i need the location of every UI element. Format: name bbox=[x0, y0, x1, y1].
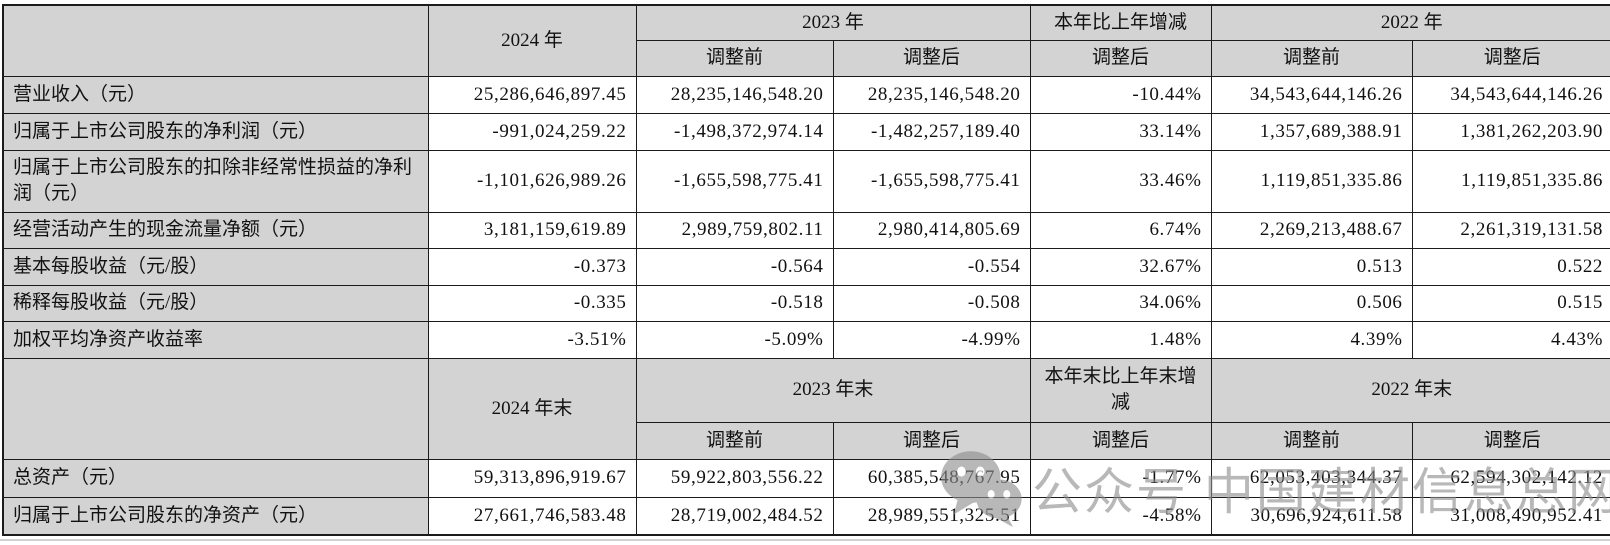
header-yoy-change: 本年比上年增减 bbox=[1029, 4, 1212, 41]
cell-change: 34.06% bbox=[1029, 284, 1212, 322]
header-2023-end: 2023 年末 bbox=[635, 357, 1031, 423]
cell-2023-pre: 2,989,759,802.11 bbox=[635, 211, 834, 249]
cell-2024: 59,313,896,919.67 bbox=[427, 458, 637, 498]
subheader-2022-pre: 调整前 bbox=[1210, 421, 1413, 460]
row-label: 归属于上市公司股东的净资产（元） bbox=[2, 496, 429, 536]
cell-2022-pre: 1,357,689,388.91 bbox=[1210, 112, 1413, 151]
subheader-2022-pre: 调整前 bbox=[1210, 39, 1413, 77]
bottom-divider bbox=[0, 539, 1610, 541]
cell-2023-post: -4.99% bbox=[832, 320, 1031, 359]
header-2024: 2024 年 bbox=[427, 4, 637, 77]
table-row-weighted-roe: 加权平均净资产收益率 -3.51% -5.09% -4.99% 1.48% 4.… bbox=[2, 320, 1610, 359]
table-row-deducted-net-profit: 归属于上市公司股东的扣除非经常性损益的净利润（元） -1,101,626,989… bbox=[2, 149, 1610, 213]
corner-cell bbox=[2, 4, 429, 77]
row-label: 归属于上市公司股东的扣除非经常性损益的净利润（元） bbox=[2, 149, 429, 213]
subheader-change-post: 调整后 bbox=[1029, 39, 1212, 77]
cell-2022-post: 0.522 bbox=[1411, 247, 1610, 286]
subheader-change-post: 调整后 bbox=[1029, 421, 1212, 460]
cell-2023-post: 28,235,146,548.20 bbox=[832, 75, 1031, 114]
corner-cell bbox=[2, 357, 429, 460]
cell-2023-post: 2,980,414,805.69 bbox=[832, 211, 1031, 249]
cell-2022-post: 0.515 bbox=[1411, 284, 1610, 322]
cell-2023-pre: 28,235,146,548.20 bbox=[635, 75, 834, 114]
cell-change: -4.58% bbox=[1029, 496, 1212, 536]
cell-2022-post: 62,594,302,142.12 bbox=[1411, 458, 1610, 498]
row-label: 加权平均净资产收益率 bbox=[2, 320, 429, 359]
table-row-operating-cash-flow: 经营活动产生的现金流量净额（元） 3,181,159,619.89 2,989,… bbox=[2, 211, 1610, 249]
row-label: 基本每股收益（元/股） bbox=[2, 247, 429, 286]
table-row-net-assets: 归属于上市公司股东的净资产（元） 27,661,746,583.48 28,71… bbox=[2, 496, 1610, 536]
cell-2022-post: 1,381,262,203.90 bbox=[1411, 112, 1610, 151]
header-2022: 2022 年 bbox=[1210, 4, 1610, 41]
subheader-2023-pre: 调整前 bbox=[635, 421, 834, 460]
table-row-net-profit: 归属于上市公司股东的净利润（元） -991,024,259.22 -1,498,… bbox=[2, 112, 1610, 151]
header-yearend-change: 本年末比上年末增减 bbox=[1029, 357, 1212, 423]
cell-2023-pre: -1,655,598,775.41 bbox=[635, 149, 834, 213]
cell-2023-post: 28,989,551,325.51 bbox=[832, 496, 1031, 536]
header-row-yearend-adjust: 调整前 调整后 调整后 调整前 调整后 bbox=[3, 421, 1610, 460]
cell-2023-pre: -5.09% bbox=[635, 320, 834, 359]
header-2023: 2023 年 bbox=[635, 4, 1031, 41]
cell-2022-post: 2,261,319,131.58 bbox=[1411, 211, 1610, 249]
subheader-2023-post: 调整后 bbox=[832, 421, 1031, 460]
cell-change: 33.14% bbox=[1029, 112, 1212, 151]
header-2022-end: 2022 年末 bbox=[1210, 357, 1610, 423]
cell-2024: 27,661,746,583.48 bbox=[427, 496, 637, 536]
cell-2023-post: -0.554 bbox=[832, 247, 1031, 286]
subheader-2023-post: 调整后 bbox=[832, 39, 1031, 77]
financial-summary-table: 2024 年 2023 年 本年比上年增减 2022 年 调整前 调整后 调整后… bbox=[2, 4, 1610, 536]
cell-2024: 3,181,159,619.89 bbox=[427, 211, 637, 249]
cell-2022-pre: 1,119,851,335.86 bbox=[1210, 149, 1413, 213]
cell-2022-pre: 4.39% bbox=[1210, 320, 1413, 359]
cell-2022-post: 34,543,644,146.26 bbox=[1411, 75, 1610, 114]
cell-2023-post: -1,655,598,775.41 bbox=[832, 149, 1031, 213]
table-row-total-assets: 总资产（元） 59,313,896,919.67 59,922,803,556.… bbox=[2, 458, 1610, 498]
row-label: 总资产（元） bbox=[2, 458, 429, 498]
row-label: 营业收入（元） bbox=[2, 75, 429, 114]
cell-2024: -0.373 bbox=[427, 247, 637, 286]
cell-change: 1.48% bbox=[1029, 320, 1212, 359]
header-row-adjust: 调整前 调整后 调整后 调整前 调整后 bbox=[3, 39, 1610, 77]
row-label: 归属于上市公司股东的净利润（元） bbox=[2, 112, 429, 151]
subheader-2023-pre: 调整前 bbox=[635, 39, 834, 77]
header-row-years: 2024 年 2023 年 本年比上年增减 2022 年 bbox=[2, 4, 1610, 77]
cell-change: -1.77% bbox=[1029, 458, 1212, 498]
cell-2024: -3.51% bbox=[427, 320, 637, 359]
cell-2024: 25,286,646,897.45 bbox=[427, 75, 637, 114]
row-label: 经营活动产生的现金流量净额（元） bbox=[2, 211, 429, 249]
cell-2022-post: 31,008,490,952.41 bbox=[1411, 496, 1610, 536]
row-label: 稀释每股收益（元/股） bbox=[2, 284, 429, 322]
cell-2022-pre: 0.513 bbox=[1210, 247, 1413, 286]
header-row-yearend: 2024 年末 2023 年末 本年末比上年末增减 2022 年末 bbox=[2, 357, 1610, 460]
cell-2022-pre: 34,543,644,146.26 bbox=[1210, 75, 1413, 114]
cell-2023-pre: -1,498,372,974.14 bbox=[635, 112, 834, 151]
subheader-2022-post: 调整后 bbox=[1411, 39, 1610, 77]
cell-2023-post: -0.508 bbox=[832, 284, 1031, 322]
table-row-basic-eps: 基本每股收益（元/股） -0.373 -0.564 -0.554 32.67% … bbox=[2, 247, 1610, 286]
cell-2024: -1,101,626,989.26 bbox=[427, 149, 637, 213]
cell-change: 6.74% bbox=[1029, 211, 1212, 249]
cell-2022-pre: 0.506 bbox=[1210, 284, 1413, 322]
cell-2023-pre: 59,922,803,556.22 bbox=[635, 458, 834, 498]
cell-2023-pre: -0.564 bbox=[635, 247, 834, 286]
cell-2022-pre: 62,053,403,344.37 bbox=[1210, 458, 1413, 498]
subheader-2022-post: 调整后 bbox=[1411, 421, 1610, 460]
cell-2023-pre: 28,719,002,484.52 bbox=[635, 496, 834, 536]
cell-2022-post: 1,119,851,335.86 bbox=[1411, 149, 1610, 213]
cell-2022-pre: 30,696,924,611.58 bbox=[1210, 496, 1413, 536]
cell-2023-post: -1,482,257,189.40 bbox=[832, 112, 1031, 151]
table-row-revenue: 营业收入（元） 25,286,646,897.45 28,235,146,548… bbox=[2, 75, 1610, 114]
header-2024-end: 2024 年末 bbox=[427, 357, 637, 460]
cell-change: -10.44% bbox=[1029, 75, 1212, 114]
cell-2023-post: 60,385,548,767.95 bbox=[832, 458, 1031, 498]
table-row-diluted-eps: 稀释每股收益（元/股） -0.335 -0.518 -0.508 34.06% … bbox=[2, 284, 1610, 322]
cell-2022-pre: 2,269,213,488.67 bbox=[1210, 211, 1413, 249]
cell-2023-pre: -0.518 bbox=[635, 284, 834, 322]
cell-2024: -991,024,259.22 bbox=[427, 112, 637, 151]
cell-2024: -0.335 bbox=[427, 284, 637, 322]
cell-2022-post: 4.43% bbox=[1411, 320, 1610, 359]
cell-change: 33.46% bbox=[1029, 149, 1212, 213]
cell-change: 32.67% bbox=[1029, 247, 1212, 286]
